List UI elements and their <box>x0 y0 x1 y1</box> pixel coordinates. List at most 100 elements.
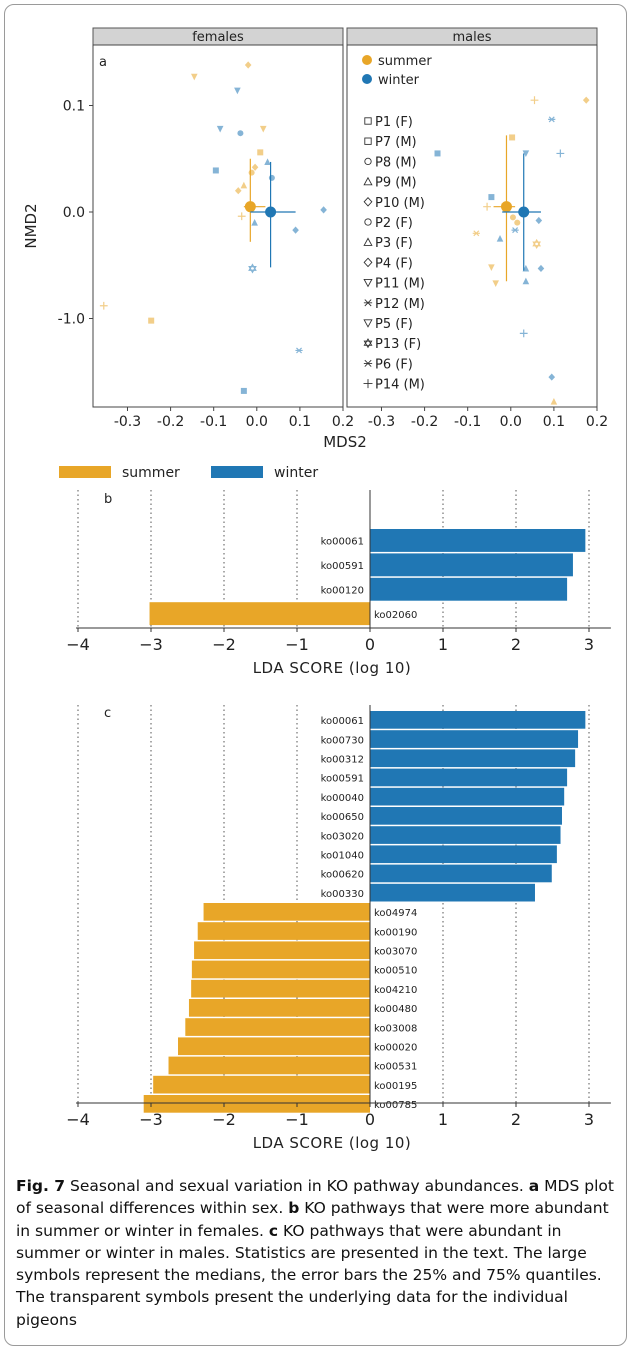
xtick-label-a-females-4: 0.1 <box>289 414 311 430</box>
scatter-point-females-18-shape-b <box>248 266 257 274</box>
scatter-point-females-5 <box>259 125 267 133</box>
xaxis-title-a: MDS2 <box>323 433 367 451</box>
scatter-point-males-3 <box>509 134 516 141</box>
facet-panel-males <box>346 44 598 408</box>
scatter-point-males-1-shape <box>582 96 590 104</box>
bar-label-c-ko00531: ko00531 <box>374 1062 417 1073</box>
bar-label-c-ko00061: ko00061 <box>321 716 364 727</box>
scatter-point-females-15 <box>237 212 246 221</box>
scatter-point-females-21 <box>295 347 303 354</box>
scatter-point-females-18 <box>248 263 257 274</box>
bar-c-ko04974 <box>203 903 370 921</box>
scatter-point-females-5-shape <box>259 125 267 133</box>
scatter-point-males-1 <box>582 96 590 104</box>
legend-pigeon-marker-11 <box>363 338 373 349</box>
legend-b-label-winter: winter <box>274 465 318 481</box>
scatter-point-females-18-shape-a <box>248 263 257 271</box>
bar-c-ko00020 <box>178 1037 370 1056</box>
bar-label-b-ko02060: ko02060 <box>374 610 417 621</box>
legend-pigeon-label-8: P11 (M) <box>375 277 425 292</box>
bar-label-c-ko00730: ko00730 <box>321 735 364 746</box>
panel-letter-b: b <box>104 492 112 507</box>
bar-c-ko00591 <box>370 768 568 787</box>
legend-pigeon-marker-10 <box>363 319 373 328</box>
ytick-label-a-0: 0.1 <box>63 99 85 115</box>
legend-pigeon-marker-4 <box>363 196 373 207</box>
scatter-point-females-17 <box>292 226 299 234</box>
scatter-point-males-7-shape <box>488 194 495 201</box>
facet-panel-females <box>92 44 344 408</box>
legend-pigeon-marker-0 <box>364 117 372 125</box>
legend-pigeon-marker-5 <box>364 218 372 226</box>
scatter-point-females-4 <box>237 130 244 137</box>
facet-label-males: males <box>452 30 491 45</box>
scatter-point-males-6 <box>556 149 565 158</box>
bar-c-ko00650 <box>370 807 562 825</box>
legend-pigeon-marker-11-shape-a <box>363 338 373 346</box>
xtick-label-a-females-0: -0.3 <box>114 414 141 430</box>
bar-label-c-ko03020: ko03020 <box>321 831 364 842</box>
legend-pigeon-marker-0-shape <box>364 117 372 125</box>
legend-pigeon-marker-2-shape <box>364 157 372 166</box>
legend-pigeon-marker-13-shape <box>363 379 373 389</box>
legend-b-swatch-winter <box>211 466 263 478</box>
bar-label-c-ko04974: ko04974 <box>374 908 417 919</box>
scatter-point-females-9 <box>251 163 259 171</box>
bar-b-ko00120 <box>370 577 568 601</box>
median-point-males-winter <box>518 206 530 218</box>
scatter-point-males-3-shape <box>509 134 516 141</box>
legend-pigeon-label-3: P9 (M) <box>375 176 417 191</box>
scatter-point-males-13 <box>472 230 480 237</box>
xtick-label-a-males-3: 0.0 <box>500 414 522 430</box>
scatter-point-males-19-shape <box>537 264 545 273</box>
bar-label-c-ko00650: ko00650 <box>321 812 364 823</box>
legend-season-label-winter: winter <box>378 73 420 88</box>
scatter-point-males-2 <box>548 116 556 123</box>
scatter-point-females-19-shape <box>99 301 108 310</box>
caption-part-a-letter: a <box>528 1177 540 1195</box>
scatter-point-males-5-shape <box>522 150 530 158</box>
scatter-point-males-14 <box>496 235 504 242</box>
scatter-point-males-15-shape <box>511 227 519 234</box>
xtick-label-c-3: −1 <box>285 1110 309 1129</box>
legend-pigeon-marker-8 <box>363 278 373 288</box>
scatter-point-females-12 <box>234 187 242 195</box>
scatter-point-females-7 <box>257 149 264 156</box>
legend-pigeon-label-5: P2 (F) <box>375 216 413 231</box>
xtick-label-b-4: 0 <box>365 635 375 654</box>
scatter-point-females-1 <box>190 73 198 81</box>
caption-part-a-text: MDS plot of seasonal differences within … <box>16 1177 614 1218</box>
bar-b-ko00061 <box>370 529 586 552</box>
scatter-point-males-10-shape <box>509 214 516 221</box>
scatter-point-males-10 <box>509 214 516 221</box>
legend-season-marker-winter <box>362 74 372 84</box>
ytick-label-a-2: -1.0 <box>58 312 85 328</box>
xtick-label-a-males-0: -0.3 <box>368 414 395 430</box>
bar-c-ko00195 <box>153 1075 370 1094</box>
legend-b-label-summer: summer <box>122 465 180 481</box>
scatter-point-females-3-shape <box>216 125 224 133</box>
scatter-point-males-15 <box>511 227 519 234</box>
scatter-point-males-17-shape <box>488 264 495 271</box>
bar-c-ko00190 <box>197 922 370 940</box>
scatter-point-males-21-shape <box>522 277 530 285</box>
scatter-point-females-0-shape <box>244 61 252 69</box>
scatter-point-males-11 <box>514 219 521 226</box>
caption-label: Fig. 7 <box>16 1177 66 1195</box>
xtick-label-a-males-2: -0.1 <box>454 414 481 430</box>
legend-pigeon-label-11: P13 (F) <box>375 337 421 352</box>
xtick-label-a-males-1: -0.2 <box>411 414 438 430</box>
xtick-label-b-7: 3 <box>584 635 594 654</box>
scatter-point-males-16 <box>532 238 541 250</box>
bar-c-ko03008 <box>185 1018 370 1036</box>
bar-b-ko02060 <box>149 602 370 626</box>
bar-c-ko00312 <box>370 749 576 768</box>
scatter-point-females-22 <box>240 387 247 394</box>
scatter-point-males-12-shape <box>535 216 543 225</box>
scatter-point-males-22 <box>519 329 528 338</box>
scatter-point-females-2 <box>234 87 241 95</box>
scatter-point-females-8 <box>264 158 271 165</box>
xtick-label-b-3: −1 <box>285 635 309 654</box>
legend-pigeon-marker-8-shape <box>363 278 373 288</box>
bar-c-ko03020 <box>370 826 561 844</box>
